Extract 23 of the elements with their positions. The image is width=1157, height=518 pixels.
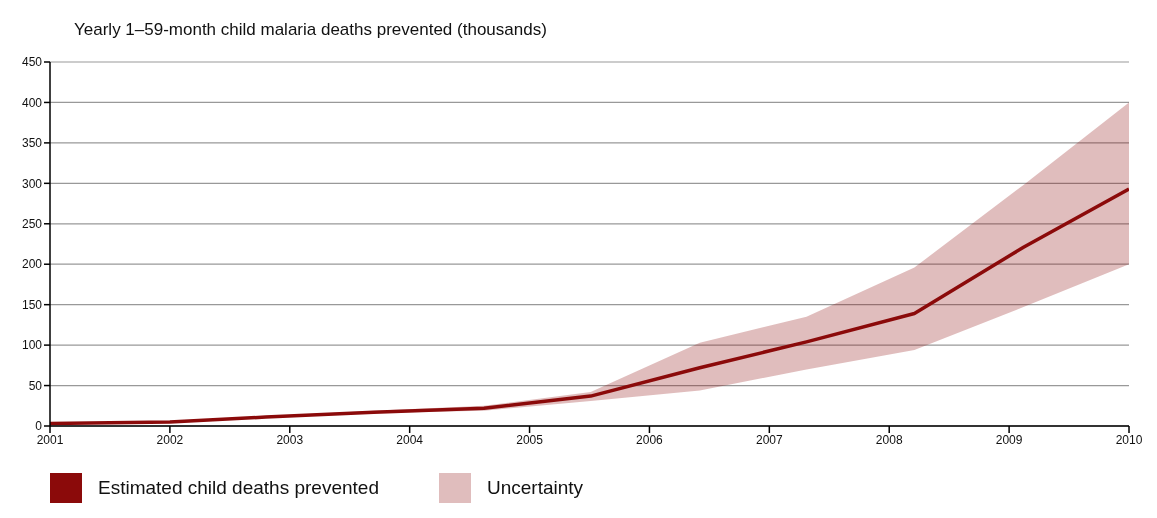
legend-label: Estimated child deaths prevented [98, 477, 379, 499]
x-tick-label: 2005 [516, 432, 544, 447]
y-tick-label: 450 [21, 55, 43, 70]
x-tick-label: 2010 [1115, 432, 1143, 447]
x-tick-label: 2002 [156, 432, 184, 447]
x-tick-label: 2008 [875, 432, 903, 447]
text: Uncertainty [486, 477, 584, 499]
y-tick-label: 50 [28, 378, 43, 393]
x-tick-label: 2006 [636, 432, 664, 447]
y-tick-label: 400 [21, 95, 43, 110]
y-tick-label: 300 [21, 176, 43, 191]
x-tick-label: 2007 [755, 432, 783, 447]
y-tick-label: 250 [21, 217, 43, 232]
y-tick-label: 350 [21, 136, 43, 151]
x-tick-label: 2003 [276, 432, 304, 447]
x-tick-label: 2009 [995, 432, 1023, 447]
chart-title: Yearly 1–59-month child malaria deaths prevented (thousands) [74, 20, 547, 40]
y-tick-label: 150 [21, 297, 43, 312]
y-tick-label: 100 [21, 338, 43, 353]
y-tick-label: 200 [21, 257, 43, 272]
y-tick-label: 0 [35, 419, 43, 434]
x-tick-label: 2004 [396, 432, 424, 447]
x-tick-label: 2001 [36, 432, 64, 447]
